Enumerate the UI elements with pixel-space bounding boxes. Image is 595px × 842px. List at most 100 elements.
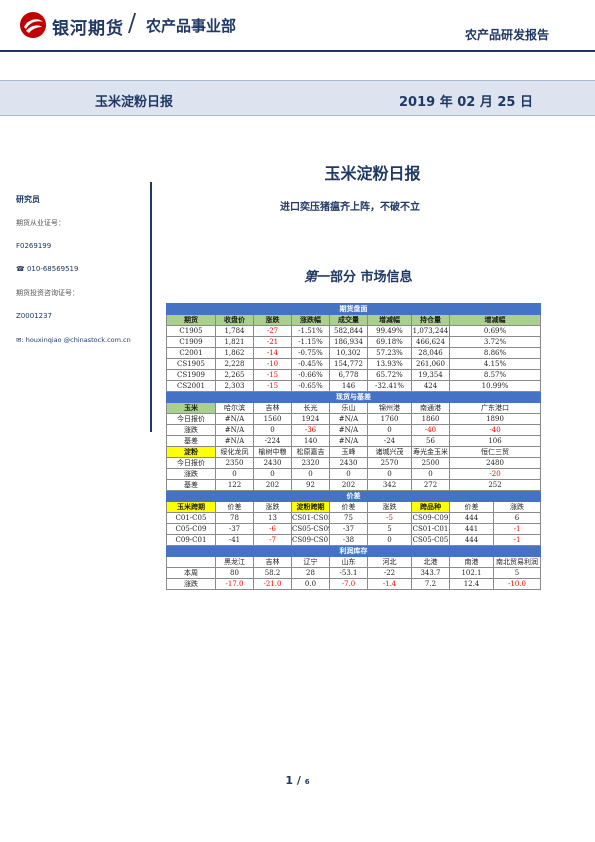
table-cell: #N/A bbox=[215, 424, 254, 436]
column-header: 榆树中粮 bbox=[253, 446, 292, 458]
table-cell: 涨跌 bbox=[166, 468, 216, 480]
section-heading: 第一部分 市场信息 bbox=[304, 266, 413, 285]
column-header: 成交量 bbox=[329, 314, 368, 326]
table-cell: -27 bbox=[253, 325, 292, 337]
table-section-header: 现货与基差 bbox=[165, 391, 542, 403]
table-cell: CS05-CS09 bbox=[291, 523, 330, 535]
table-cell: 343.7 bbox=[411, 567, 450, 579]
table-cell: 10,302 bbox=[329, 347, 368, 359]
column-header: 吉林 bbox=[253, 556, 292, 568]
table-cell: -24 bbox=[367, 435, 412, 447]
report-type: 农产品研发报告 bbox=[464, 28, 549, 42]
table-cell: C05-C09 bbox=[166, 523, 216, 535]
table-cell: 13.93% bbox=[367, 358, 412, 370]
table-cell: -224 bbox=[253, 435, 292, 447]
table-cell: -0.65% bbox=[291, 380, 330, 392]
spread-row: C05-C09 -37 -6 CS05-CS09 -37 5 CS01-C01 441 -1 bbox=[166, 523, 542, 535]
table-cell: C1909 bbox=[166, 336, 216, 348]
table-cell: -1 bbox=[492, 534, 542, 546]
spot-row: 基差 122 202 92 202 342 272 252 bbox=[166, 479, 542, 491]
table-cell: CS09-CS01 bbox=[291, 534, 330, 546]
email-address[interactable]: ✉: houxinqiao @chinastock.com.cn bbox=[16, 336, 131, 344]
table-cell: 202 bbox=[329, 479, 368, 491]
table-cell: -0.66% bbox=[291, 369, 330, 381]
futures-row: C1909 1,821 -21 -1.15% 186,934 69.18% 466,624 3… bbox=[166, 336, 542, 348]
table-section-header: 利润库存 bbox=[165, 545, 542, 557]
table-cell: 466,624 bbox=[411, 336, 450, 348]
table-cell: -20 bbox=[448, 468, 542, 480]
column-header: 南通港 bbox=[411, 402, 450, 414]
column-header: 北港 bbox=[411, 556, 450, 568]
header-slash: / bbox=[128, 9, 137, 37]
table-cell: 基差 bbox=[166, 479, 216, 491]
table-cell: 122 bbox=[215, 479, 254, 491]
table-header-row: 期货 收盘价 涨跌 涨跌幅 成交量 增减幅 持仓量 增减幅 bbox=[166, 314, 542, 326]
table-cell: CS1909 bbox=[166, 369, 216, 381]
table-cell: 444 bbox=[449, 534, 494, 546]
table-cell: 57.23% bbox=[367, 347, 412, 359]
section-label: 利润库存 bbox=[165, 545, 542, 557]
table-cell: 19,354 bbox=[411, 369, 450, 381]
report-date: 2019 年 02 月 25 日 bbox=[399, 95, 533, 110]
column-header: 期货 bbox=[166, 314, 216, 326]
table-header-row: 黑龙江 吉林 辽宁 山东 河北 北港 南港 南北贸易利润 bbox=[166, 556, 542, 568]
table-cell: 12.4 bbox=[449, 578, 494, 590]
table-cell: 2,303 bbox=[215, 380, 254, 392]
table-header-row: 玉米 哈尔滨 吉林 长光 乐山 锦州港 南通港 广东港口 bbox=[166, 402, 542, 414]
table-cell: -41 bbox=[215, 534, 254, 546]
table-cell: 261,060 bbox=[411, 358, 450, 370]
spot-row: 涨跌 0 0 0 0 0 0 -20 bbox=[166, 468, 542, 480]
column-header: 南港 bbox=[449, 556, 494, 568]
table-cell: 272 bbox=[411, 479, 450, 491]
table-cell: 2430 bbox=[253, 457, 292, 469]
column-header: 恒仁三贸 bbox=[448, 446, 542, 458]
table-cell: -32.41% bbox=[367, 380, 412, 392]
table-cell: 140 bbox=[291, 435, 330, 447]
page-sep: / bbox=[293, 774, 305, 787]
table-cell: 1,821 bbox=[215, 336, 254, 348]
column-header: 价差 bbox=[449, 501, 494, 513]
table-cell: #N/A bbox=[215, 413, 254, 425]
document-title: 玉米淀粉日报 bbox=[324, 164, 421, 183]
section-label: 现货与基差 bbox=[165, 391, 542, 403]
spot-row: 今日报价 2350 2430 2320 2430 2570 2500 2480 bbox=[166, 457, 542, 469]
column-header bbox=[166, 556, 216, 568]
table-cell: 7.2 bbox=[411, 578, 450, 590]
table-cell: CS09-C09 bbox=[411, 512, 450, 524]
spot-row: 今日报价 #N/A 1560 1924 #N/A 1760 1860 1890 bbox=[166, 413, 542, 425]
table-cell: C09-C01 bbox=[166, 534, 216, 546]
table-cell: 424 bbox=[411, 380, 450, 392]
section-label: 价差 bbox=[165, 490, 542, 502]
table-cell: 78 bbox=[215, 512, 254, 524]
table-cell: 涨跌 bbox=[166, 424, 216, 436]
section-label: 期货盘面 bbox=[165, 303, 542, 315]
column-header: 淀粉 bbox=[166, 446, 216, 458]
advisor-number: Z0001237 bbox=[16, 312, 52, 320]
column-header: 长光 bbox=[291, 402, 330, 414]
table-cell: 1,784 bbox=[215, 325, 254, 337]
table-header-row: 淀粉 绥化龙凤 榆树中粮 松原嘉吉 玉峰 诸城兴茂 寿光金玉米 恒仁三贸 bbox=[166, 446, 542, 458]
futures-row: C1905 1,784 -27 -1.51% 582,844 99.49% 1,073,24… bbox=[166, 325, 542, 337]
table-cell: 444 bbox=[449, 512, 494, 524]
table-cell: #N/A bbox=[329, 435, 368, 447]
table-cell: -21.0 bbox=[253, 578, 292, 590]
column-header: 吉林 bbox=[253, 402, 292, 414]
section-prefix: 第 bbox=[304, 270, 318, 285]
table-cell: 0 bbox=[329, 468, 368, 480]
table-cell: 2570 bbox=[367, 457, 412, 469]
table-cell: -5 bbox=[367, 512, 412, 524]
table-cell: 0 bbox=[411, 468, 450, 480]
page-header: 银河期货 / 农产品事业部 农产品研发报告 bbox=[0, 0, 595, 52]
column-header: 玉米跨期 bbox=[166, 501, 216, 513]
table-cell: CS2001 bbox=[166, 380, 216, 392]
column-header: 收盘价 bbox=[215, 314, 254, 326]
column-header: 松原嘉吉 bbox=[291, 446, 330, 458]
column-header: 涨跌 bbox=[492, 501, 542, 513]
table-cell: 8.86% bbox=[448, 347, 542, 359]
band-title: 玉米淀粉日报 bbox=[95, 95, 174, 110]
table-cell: 6,778 bbox=[329, 369, 368, 381]
column-header: 跨品种 bbox=[411, 501, 450, 513]
table-cell: C1905 bbox=[166, 325, 216, 337]
table-cell: CS1905 bbox=[166, 358, 216, 370]
table-header-row: 玉米跨期 价差 涨跌 淀粉跨期 价差 涨跌 跨品种 价差 涨跌 bbox=[166, 501, 542, 513]
